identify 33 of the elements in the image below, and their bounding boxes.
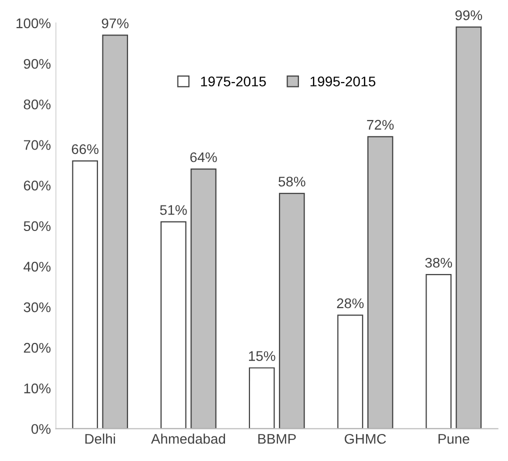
bar bbox=[248, 367, 275, 429]
x-tick-label: Pune bbox=[438, 434, 470, 444]
y-tick-label: 30% bbox=[24, 302, 51, 312]
y-tick-label: 0% bbox=[31, 424, 51, 434]
legend-label: 1995-2015 bbox=[310, 76, 376, 86]
y-tick-label: 40% bbox=[24, 262, 51, 272]
x-tick-label: BBMP bbox=[258, 434, 296, 444]
data-label: 38% bbox=[425, 258, 452, 268]
data-label: 72% bbox=[367, 120, 394, 130]
y-tick-label: 70% bbox=[24, 140, 51, 150]
data-label: 51% bbox=[160, 205, 187, 215]
bar bbox=[72, 160, 98, 429]
data-label: 99% bbox=[455, 10, 482, 20]
data-label: 28% bbox=[337, 298, 364, 308]
data-label: 66% bbox=[72, 144, 98, 154]
y-tick-label: 90% bbox=[24, 58, 51, 69]
data-label: 64% bbox=[190, 152, 217, 162]
data-label: 15% bbox=[248, 351, 276, 361]
y-tick-label: 60% bbox=[24, 180, 51, 190]
data-label: 97% bbox=[102, 18, 129, 28]
y-tick-label: 10% bbox=[24, 383, 51, 394]
y-tick-label: 20% bbox=[24, 342, 51, 353]
x-tick-label: Ahmedabad bbox=[151, 434, 226, 444]
data-label: 58% bbox=[278, 176, 306, 187]
bar bbox=[160, 221, 186, 429]
bar bbox=[337, 314, 364, 429]
x-tick-label: GHMC bbox=[344, 434, 386, 444]
x-tick-label: Delhi bbox=[85, 434, 115, 444]
y-tick-label: 80% bbox=[24, 100, 51, 110]
y-tick-label: 100% bbox=[16, 18, 51, 28]
y-tick-label: 50% bbox=[24, 221, 51, 232]
legend-label: 1975-2015 bbox=[201, 76, 266, 86]
bar bbox=[426, 274, 452, 429]
